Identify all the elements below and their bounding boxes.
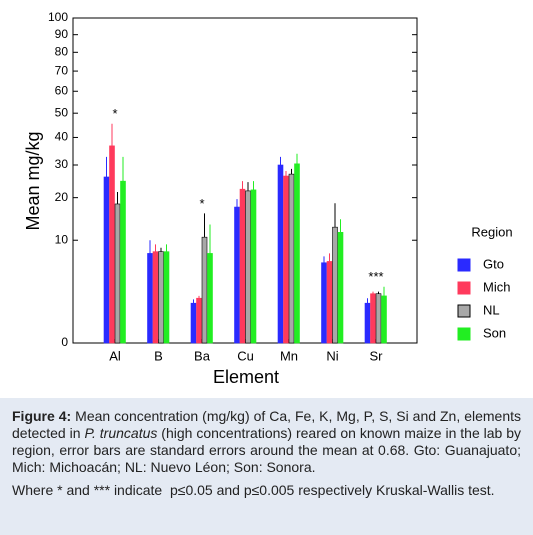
bar (234, 206, 240, 344)
bar (190, 302, 197, 344)
bar (321, 262, 327, 344)
significance-marker: * (199, 196, 204, 211)
bar (294, 163, 300, 344)
y-tick-label: 40 (55, 130, 69, 144)
bar (364, 302, 371, 344)
caption-text: (high concentrations) reared on known ma… (12, 425, 522, 475)
bar (288, 173, 295, 344)
bar (250, 189, 257, 344)
caption-text: Mean concentration (mg/kg) of Ca, Fe, K,… (12, 408, 521, 441)
y-tick-label: 50 (55, 105, 69, 119)
x-tick-label: Sr (370, 348, 384, 363)
x-tick-label: B (154, 348, 163, 363)
y-tick-label: 10 (55, 232, 69, 246)
y-tick-label: 70 (55, 63, 69, 77)
bar (196, 297, 202, 344)
caption-label: Figure 4: (12, 408, 72, 424)
x-tick-label: Al (109, 348, 121, 363)
bar (163, 251, 170, 344)
x-tick-label: Cu (237, 348, 254, 363)
y-tick-label: 20 (55, 190, 69, 204)
y-tick-label: 100 (48, 10, 68, 24)
y-tick-label: 80 (55, 44, 69, 58)
bar (332, 226, 338, 344)
x-tick-label: Mn (280, 348, 298, 363)
legend-swatch (457, 281, 471, 295)
caption-paragraph: Figure 4: Mean concentration (mg/kg) of … (12, 408, 521, 476)
bar (201, 236, 208, 344)
y-axis-label: Mean mg/kg (23, 131, 43, 230)
significance-marker: *** (368, 269, 383, 284)
x-tick-label: Ba (194, 348, 211, 363)
bar (239, 188, 246, 344)
legend-swatch (457, 258, 471, 272)
y-tick-label: 60 (55, 83, 69, 97)
legend-swatch (457, 327, 471, 341)
bar (152, 251, 159, 344)
x-axis-label: Element (213, 367, 279, 387)
bar (245, 190, 251, 344)
bar (120, 180, 126, 344)
caption: Figure 4: Mean concentration (mg/kg) of … (0, 398, 533, 535)
legend-label: NL (483, 302, 500, 317)
bar (158, 251, 164, 344)
y-tick-label: 0 (61, 335, 68, 349)
chart: Mean mg/kg Element Region 0 10 20 30 40 50 60 7… (23, 10, 513, 387)
bar (326, 261, 333, 344)
bar (375, 293, 382, 344)
bar (381, 295, 387, 344)
bar (103, 176, 110, 344)
bar (337, 232, 344, 344)
legend-label: Mich (483, 279, 510, 294)
bar (370, 293, 376, 344)
y-tick-label: 30 (55, 157, 69, 171)
bar (207, 253, 213, 344)
bar (277, 164, 284, 344)
significance-marker: * (112, 106, 117, 121)
legend-swatch (457, 304, 471, 318)
bar (109, 145, 115, 344)
bar (114, 203, 121, 344)
legend-label: Son (483, 325, 506, 340)
caption-note: Where * and *** indicate p≤0.05 and p≤0.… (12, 482, 495, 498)
caption-species: P. truncatus (84, 425, 158, 441)
bar (283, 175, 289, 344)
y-tick-label: 90 (55, 27, 69, 41)
legend-title: Region (471, 224, 512, 239)
bar (147, 253, 153, 344)
legend-label: Gto (483, 256, 504, 271)
x-tick-label: Ni (326, 348, 338, 363)
